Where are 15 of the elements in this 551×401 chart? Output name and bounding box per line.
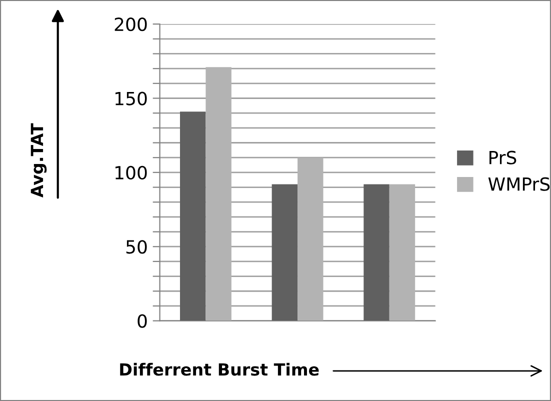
bar bbox=[272, 184, 298, 321]
y-tick-label: 200 bbox=[114, 18, 147, 32]
y-tick-label: 100 bbox=[116, 166, 147, 180]
bar bbox=[180, 112, 206, 321]
y-tick-label: 0 bbox=[138, 314, 147, 328]
y-tick-label: 50 bbox=[126, 240, 147, 254]
bar bbox=[364, 184, 390, 321]
y-tick-label: 150 bbox=[116, 92, 147, 106]
legend-label: WMPrS bbox=[488, 177, 550, 191]
bar bbox=[206, 67, 232, 321]
legend-label: PrS bbox=[490, 150, 516, 164]
bar bbox=[298, 158, 324, 321]
x-axis-title: Differrent Burst Time bbox=[120, 362, 319, 376]
y-axis-title: Avg.TAT bbox=[30, 123, 47, 198]
bar bbox=[389, 184, 416, 321]
